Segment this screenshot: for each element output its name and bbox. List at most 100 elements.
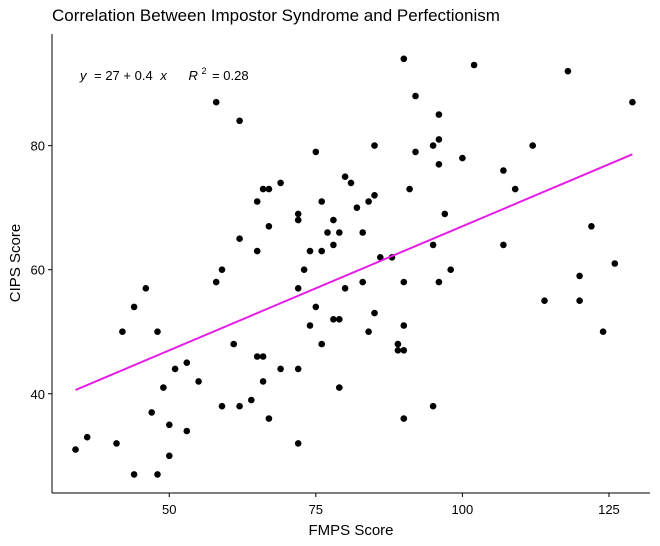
data-point [371, 192, 378, 199]
data-point [429, 402, 437, 410]
data-point [365, 198, 372, 205]
data-point [294, 216, 302, 224]
y-tick-label: 40 [31, 387, 45, 402]
x-ticks: 50 75 100 125 [162, 493, 620, 517]
data-point [371, 309, 378, 317]
data-point [529, 142, 536, 149]
data-point [212, 278, 220, 286]
data-point [236, 402, 243, 410]
y-ticks: 40 60 80 [31, 139, 52, 402]
data-point [259, 378, 267, 385]
data-point [629, 98, 636, 106]
data-point [154, 471, 161, 478]
data-point [341, 173, 349, 180]
data-point [212, 98, 220, 106]
regression-equation: y = 27 + 0.4 x R 2 = 0.28 [79, 62, 249, 83]
data-point [277, 365, 284, 373]
chart-title: Correlation Between Impostor Syndrome an… [52, 6, 500, 25]
x-tick-label: 100 [452, 502, 474, 517]
data-point [576, 272, 583, 280]
data-point [294, 210, 302, 218]
trend-line-layer [75, 153, 633, 391]
data-point [447, 266, 455, 274]
trend-line [75, 153, 633, 391]
data-point [330, 216, 337, 224]
data-point [611, 260, 619, 267]
data-point [218, 402, 226, 410]
data-point [500, 241, 507, 249]
data-point [429, 241, 437, 249]
data-point [318, 340, 326, 348]
data-point [412, 148, 419, 156]
data-point [347, 179, 355, 187]
data-point [330, 241, 337, 249]
x-axis-title: FMPS Score [308, 522, 393, 539]
data-point [265, 185, 273, 193]
data-point [599, 328, 607, 336]
data-point [154, 328, 161, 336]
data-point [113, 440, 120, 447]
data-point [183, 427, 191, 435]
data-point [435, 111, 443, 118]
data-point [166, 421, 173, 429]
data-point [248, 396, 255, 404]
data-point [564, 67, 572, 75]
data-point [470, 61, 478, 69]
data-point [300, 266, 308, 274]
y-tick-label: 80 [31, 139, 45, 154]
data-point [336, 316, 343, 323]
r-squared-value: = 0.28 [212, 68, 249, 83]
data-point [500, 167, 507, 174]
data-point [400, 322, 408, 329]
data-point [330, 316, 337, 323]
data-point [459, 154, 466, 162]
data-point [312, 148, 320, 156]
equation-y: y [79, 68, 88, 83]
data-point [265, 223, 273, 230]
data-point [265, 415, 273, 422]
data-point [412, 92, 419, 100]
data-point [394, 340, 402, 348]
data-point [318, 247, 326, 255]
data-point [171, 365, 179, 373]
y-tick-label: 60 [31, 263, 45, 278]
data-point [294, 440, 302, 447]
data-point [588, 223, 595, 230]
y-axis-title: CIPS Score [7, 224, 24, 302]
data-point [277, 179, 284, 187]
data-point [435, 136, 443, 143]
data-point [353, 204, 361, 211]
data-point [336, 229, 343, 236]
data-point [230, 340, 237, 348]
data-point [312, 303, 320, 311]
data-point [336, 384, 343, 391]
data-point [72, 446, 79, 453]
data-point [83, 433, 91, 441]
data-point [294, 365, 302, 373]
data-point [253, 247, 261, 255]
r-squared-label: R [188, 68, 197, 83]
data-point [400, 347, 408, 354]
data-point [142, 285, 150, 292]
x-tick-label: 75 [309, 502, 323, 517]
data-point [294, 285, 302, 292]
x-tick-label: 50 [162, 502, 176, 517]
data-point [400, 415, 408, 422]
data-point [541, 297, 548, 305]
data-point [236, 117, 243, 125]
data-point [435, 278, 443, 286]
data-point [119, 328, 126, 336]
data-point [400, 278, 408, 286]
equation-rhs: = 27 + 0.4 [94, 68, 153, 83]
data-point [306, 247, 314, 255]
equation-x: x [159, 68, 167, 83]
x-tick-label: 125 [598, 502, 620, 517]
data-point [259, 185, 267, 193]
data-point [253, 353, 261, 360]
data-point [218, 266, 226, 274]
data-point [341, 285, 349, 292]
data-point [148, 409, 155, 416]
data-point [511, 185, 519, 193]
r-squared-exponent: 2 [201, 66, 206, 76]
